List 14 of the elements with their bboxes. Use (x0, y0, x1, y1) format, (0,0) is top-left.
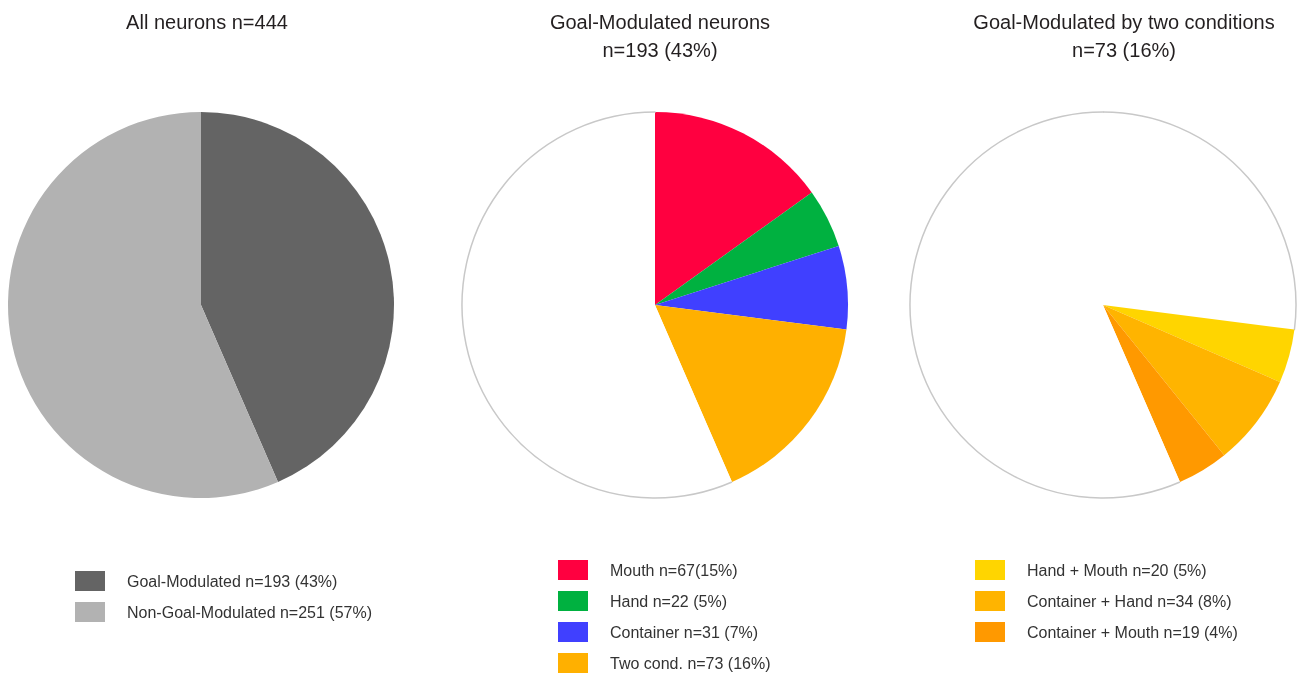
chart-title: Goal-Modulated neurons (549, 11, 771, 33)
chart-title: Goal-Modulated by two conditions (973, 11, 1275, 33)
legend-label: Two cond. n=73 (16%) (610, 654, 771, 672)
chart-subtitle: n=73 (16%) (1072, 39, 1176, 61)
legend-label: Hand n=22 (5%) (610, 592, 727, 610)
chart-subtitle: n=193 (43%) (602, 39, 718, 61)
legend-label: Non-Goal-Modulated n=251 (57%) (127, 603, 373, 621)
legend-label: Hand + Mouth n=20 (5%) (1027, 561, 1207, 579)
legend-label: Container + Hand n=34 (8%) (1027, 592, 1232, 610)
legend-label: Mouth n=67(15%) (610, 561, 738, 579)
legend-label: Container + Mouth n=19 (4%) (1027, 623, 1238, 641)
legend-label: Goal-Modulated n=193 (43%) (127, 572, 338, 590)
legend-label: Container n=31 (7%) (610, 623, 759, 641)
chart-title: All neurons n=444 (126, 11, 288, 33)
